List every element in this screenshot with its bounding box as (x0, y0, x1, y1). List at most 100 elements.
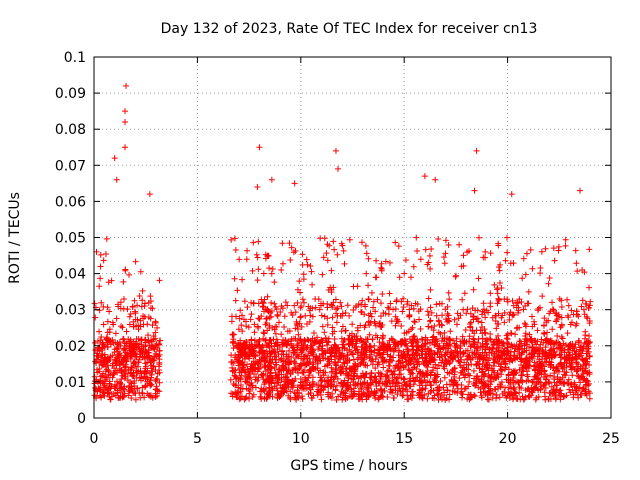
data-point (105, 389, 112, 396)
data-point (249, 267, 256, 274)
data-point (551, 257, 558, 264)
data-point (561, 380, 568, 387)
data-point (400, 364, 407, 371)
data-point (274, 311, 281, 318)
data-point (96, 307, 103, 314)
data-point (340, 380, 347, 387)
data-point (392, 322, 399, 329)
data-point (533, 394, 540, 401)
data-point (138, 345, 145, 352)
data-point (487, 290, 494, 297)
data-point (569, 364, 576, 371)
data-point (478, 369, 485, 376)
data-point (488, 378, 495, 385)
data-point (347, 381, 354, 388)
data-point (528, 354, 535, 361)
data-point (156, 337, 163, 344)
data-point (466, 378, 473, 385)
data-point (239, 385, 246, 392)
data-point (94, 356, 101, 363)
data-point (341, 360, 348, 367)
data-point (148, 304, 155, 311)
data-point (507, 343, 514, 350)
data-point (481, 363, 488, 370)
data-point (238, 322, 245, 329)
data-point (286, 347, 293, 354)
data-point (389, 389, 396, 396)
data-point (582, 300, 589, 307)
data-point (576, 187, 583, 194)
data-point (122, 349, 129, 356)
data-point (329, 381, 336, 388)
y-axis-label: ROTI / TECUs (7, 192, 23, 284)
data-point (577, 392, 584, 399)
data-point (441, 329, 448, 336)
data-point (525, 288, 532, 295)
data-point (581, 357, 588, 364)
data-point (309, 281, 316, 288)
data-point (531, 384, 538, 391)
data-point (460, 350, 467, 357)
data-point (407, 375, 414, 382)
data-point (241, 341, 248, 348)
data-point (492, 312, 499, 319)
data-point (329, 314, 336, 321)
data-point (438, 300, 445, 307)
data-point (395, 243, 402, 250)
data-point (459, 394, 466, 401)
data-point (415, 358, 422, 365)
data-point (105, 362, 111, 369)
data-point (337, 299, 344, 306)
data-point (384, 343, 391, 350)
data-point (411, 319, 418, 326)
data-point (438, 337, 445, 344)
data-point (274, 313, 281, 320)
data-point (442, 237, 449, 244)
data-point (290, 249, 297, 256)
data-point (108, 277, 115, 284)
data-point (447, 342, 454, 349)
data-point (429, 339, 436, 346)
data-point (504, 249, 511, 256)
data-point (475, 275, 482, 282)
data-point (156, 369, 163, 376)
data-point (279, 348, 286, 355)
data-point (262, 363, 269, 370)
data-point (518, 361, 525, 368)
data-point (406, 383, 413, 390)
data-point (585, 340, 592, 347)
data-point (280, 367, 287, 374)
data-point (510, 384, 517, 391)
data-point (508, 357, 515, 364)
data-point (424, 372, 431, 379)
data-point (495, 374, 502, 381)
data-point (502, 257, 509, 264)
data-point (104, 304, 111, 311)
data-point (581, 311, 588, 318)
data-point (344, 394, 351, 401)
data-point (134, 341, 141, 348)
data-point (491, 359, 498, 366)
data-point (293, 395, 300, 402)
data-point (255, 342, 262, 349)
data-point (450, 337, 457, 344)
data-point (418, 335, 425, 342)
data-point (436, 354, 443, 361)
data-point (583, 392, 590, 399)
data-point (138, 303, 145, 310)
data-point (154, 324, 161, 331)
data-point (265, 378, 272, 385)
data-point (469, 305, 476, 312)
x-tick-label: 25 (602, 431, 620, 447)
data-point (552, 310, 559, 317)
data-point (427, 388, 434, 395)
data-point (512, 370, 519, 377)
data-point (127, 370, 134, 377)
data-point (147, 377, 154, 384)
data-point (326, 358, 333, 365)
data-point (406, 306, 413, 313)
data-point (569, 372, 576, 379)
data-point (98, 299, 105, 306)
data-point (539, 363, 546, 370)
data-point (147, 369, 154, 376)
